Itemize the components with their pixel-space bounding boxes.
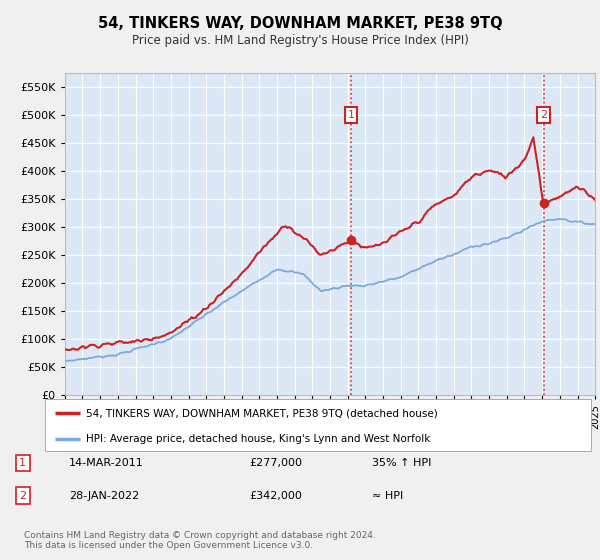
- Text: 35% ↑ HPI: 35% ↑ HPI: [372, 458, 431, 468]
- Text: ≈ HPI: ≈ HPI: [372, 491, 403, 501]
- Text: HPI: Average price, detached house, King's Lynn and West Norfolk: HPI: Average price, detached house, King…: [86, 435, 430, 445]
- Text: 54, TINKERS WAY, DOWNHAM MARKET, PE38 9TQ (detached house): 54, TINKERS WAY, DOWNHAM MARKET, PE38 9T…: [86, 408, 438, 418]
- Text: 14-MAR-2011: 14-MAR-2011: [69, 458, 144, 468]
- Text: £277,000: £277,000: [249, 458, 302, 468]
- Text: 54, TINKERS WAY, DOWNHAM MARKET, PE38 9TQ: 54, TINKERS WAY, DOWNHAM MARKET, PE38 9T…: [98, 16, 502, 31]
- Text: 2: 2: [19, 491, 26, 501]
- Text: £342,000: £342,000: [249, 491, 302, 501]
- Text: 1: 1: [348, 110, 355, 120]
- Text: 28-JAN-2022: 28-JAN-2022: [69, 491, 139, 501]
- Text: Contains HM Land Registry data © Crown copyright and database right 2024.
This d: Contains HM Land Registry data © Crown c…: [24, 531, 376, 550]
- Text: 2: 2: [540, 110, 547, 120]
- Text: Price paid vs. HM Land Registry's House Price Index (HPI): Price paid vs. HM Land Registry's House …: [131, 34, 469, 46]
- Text: 1: 1: [19, 458, 26, 468]
